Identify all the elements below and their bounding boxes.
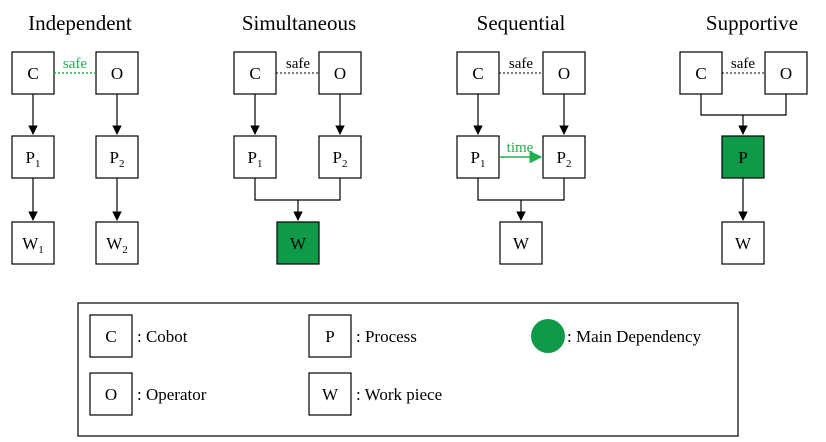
- process-2-box: P2: [542, 135, 586, 179]
- process-1-box: P1: [11, 135, 55, 179]
- panel-title: Supportive: [706, 11, 798, 35]
- svg-text:P2: P2: [557, 148, 572, 170]
- svg-text:W: W: [735, 234, 752, 253]
- svg-text:: Cobot: : Cobot: [137, 327, 188, 346]
- svg-text:C: C: [249, 64, 260, 83]
- legend: C : Cobot O : Operator P : Process W : W…: [77, 302, 739, 437]
- svg-text:P2: P2: [333, 148, 348, 170]
- time-label: time: [507, 140, 534, 156]
- operator-box: O: [318, 51, 362, 95]
- merge-connector: [700, 94, 787, 116]
- workpiece-box: W: [276, 221, 320, 265]
- operator-box: O: [542, 51, 586, 95]
- panel-independent: Independent C O safe P1 P2 W1 W2: [11, 11, 139, 265]
- workpiece-1-box: W1: [11, 221, 55, 265]
- svg-text:O: O: [111, 64, 123, 83]
- workpiece-box: W: [721, 221, 765, 265]
- workpiece-2-box: W2: [95, 221, 139, 265]
- svg-text:P1: P1: [471, 148, 486, 170]
- svg-text:C: C: [105, 327, 116, 346]
- panel-sequential: Sequential C O safe P1 P2 time W: [456, 11, 586, 265]
- svg-text:C: C: [472, 64, 483, 83]
- panel-simultaneous: Simultaneous C O safe P1 P2 W: [233, 11, 362, 265]
- process-1-box: P1: [456, 135, 500, 179]
- svg-text:P1: P1: [248, 148, 263, 170]
- svg-text:: Operator: : Operator: [137, 385, 207, 404]
- operator-box: O: [764, 51, 808, 95]
- panel-title: Sequential: [477, 11, 566, 35]
- panel-supportive: Supportive C O safe P W: [679, 11, 808, 265]
- legend-frame: [77, 302, 739, 437]
- panel-title: Independent: [28, 11, 132, 35]
- svg-text:W2: W2: [106, 234, 128, 256]
- main-dependency-circle-icon: [531, 319, 565, 353]
- operator-box: O: [95, 51, 139, 95]
- legend-item-process: P : Process: [308, 314, 417, 358]
- main-dependency-fill: [721, 135, 765, 179]
- process-box: P: [721, 135, 765, 179]
- svg-text:P1: P1: [26, 148, 41, 170]
- svg-text:: Process: : Process: [356, 327, 417, 346]
- svg-text:C: C: [27, 64, 38, 83]
- svg-text:W: W: [290, 234, 307, 253]
- merge-connector: [477, 178, 565, 201]
- process-2-box: P2: [95, 135, 139, 179]
- process-2-box: P2: [318, 135, 362, 179]
- safe-label: safe: [63, 56, 87, 72]
- cobot-box: C: [11, 51, 55, 95]
- safe-label: safe: [509, 56, 533, 72]
- legend-item-operator: O : Operator: [89, 372, 207, 416]
- svg-text:P: P: [738, 148, 747, 167]
- svg-text:W: W: [322, 385, 339, 404]
- cobot-box: C: [679, 51, 723, 95]
- svg-text:P2: P2: [110, 148, 125, 170]
- svg-text:O: O: [105, 385, 117, 404]
- svg-text:: Work piece: : Work piece: [356, 385, 442, 404]
- safe-label: safe: [286, 56, 310, 72]
- svg-text:W1: W1: [22, 234, 44, 256]
- svg-text:C: C: [695, 64, 706, 83]
- svg-text:P: P: [325, 327, 334, 346]
- cobot-box: C: [456, 51, 500, 95]
- svg-text:O: O: [558, 64, 570, 83]
- safe-label: safe: [731, 56, 755, 72]
- svg-text:O: O: [334, 64, 346, 83]
- legend-item-cobot: C : Cobot: [89, 314, 188, 358]
- legend-item-main-dependency: : Main Dependency: [531, 319, 702, 353]
- workpiece-box: W: [499, 221, 543, 265]
- legend-item-workpiece: W : Work piece: [308, 372, 442, 416]
- main-dependency-fill: [276, 221, 320, 265]
- cobot-box: C: [233, 51, 277, 95]
- svg-text:O: O: [780, 64, 792, 83]
- process-1-box: P1: [233, 135, 277, 179]
- merge-connector: [254, 178, 341, 201]
- panel-title: Simultaneous: [242, 11, 356, 35]
- svg-text:W: W: [513, 234, 530, 253]
- svg-text:: Main Dependency: : Main Dependency: [567, 327, 702, 346]
